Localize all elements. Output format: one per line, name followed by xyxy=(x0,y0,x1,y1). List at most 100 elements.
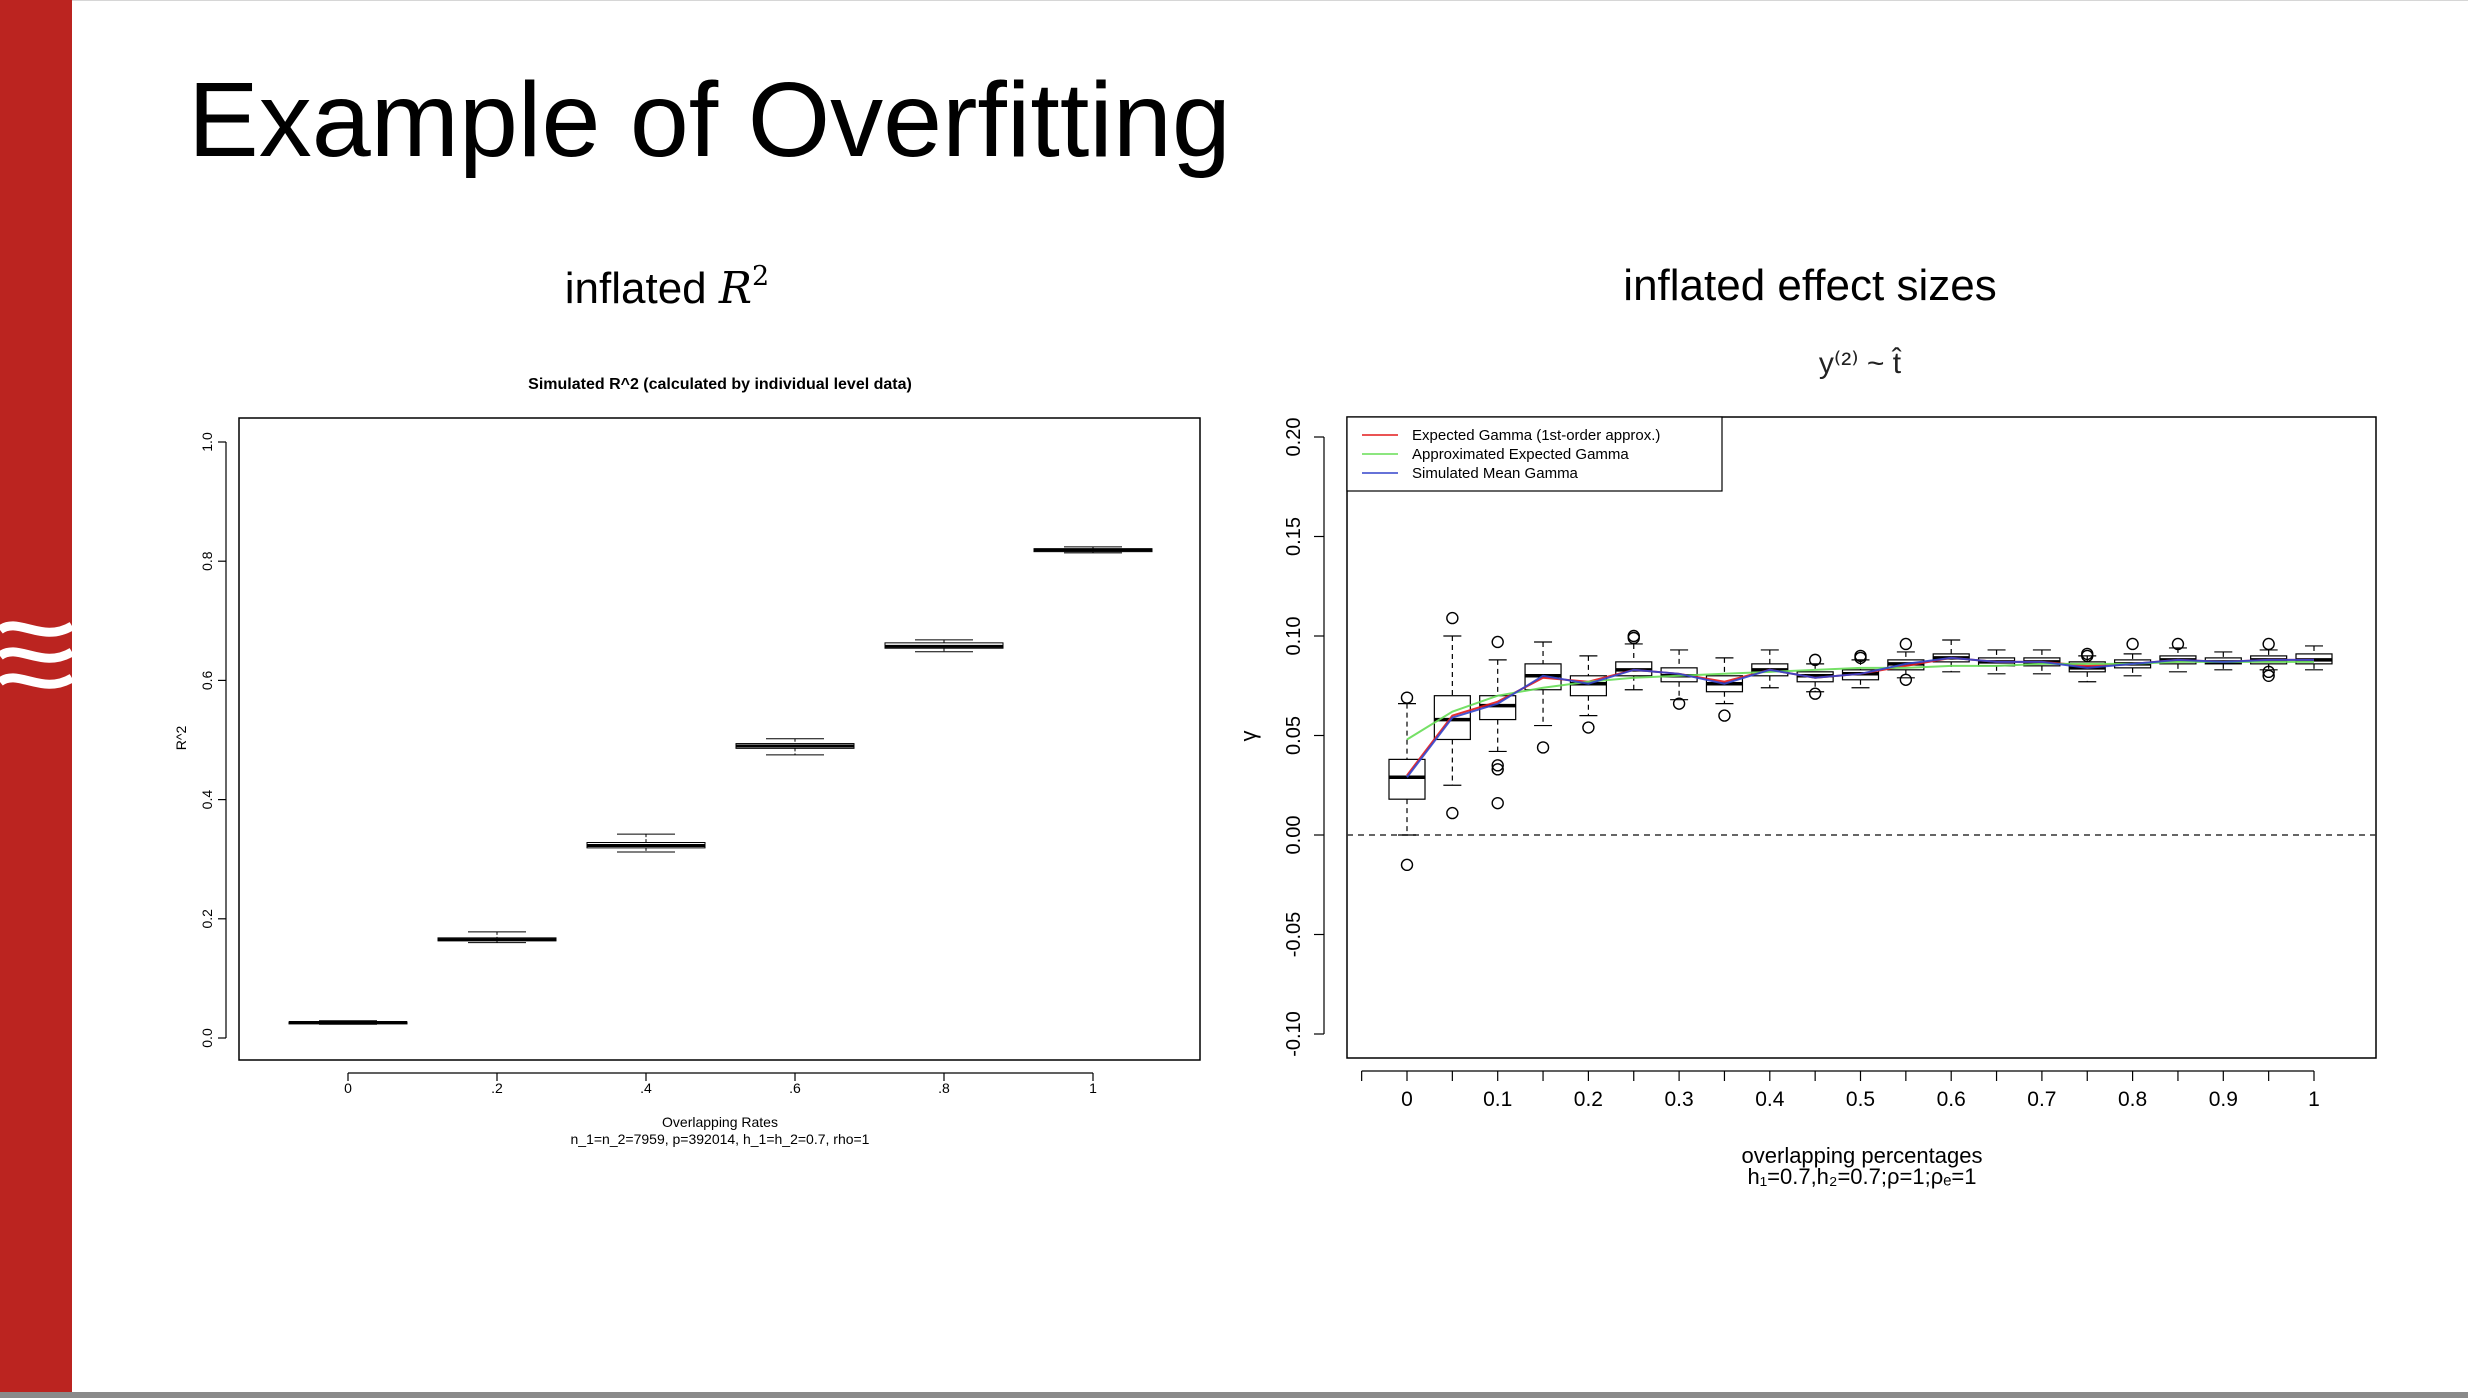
chart-title: y⁽²⁾ ~ t̂ xyxy=(1819,347,1902,380)
outlier-point xyxy=(2262,665,2275,679)
x-tick-label: 0.5 xyxy=(1846,1088,1875,1111)
y-tick-label: 0.0 xyxy=(199,1028,215,1048)
r2-boxplot-chart: Simulated R^2 (calculated by individual … xyxy=(173,376,1201,1147)
outlier-point xyxy=(1491,759,1504,772)
sidebar-accent-bar xyxy=(0,0,72,1398)
x-tick-label: .2 xyxy=(491,1080,503,1096)
outlier-point xyxy=(1400,858,1414,872)
outlier-point xyxy=(1854,651,1867,665)
x-tick-label: 0.7 xyxy=(2027,1088,2056,1111)
x-tick-label: 0.8 xyxy=(2118,1088,2147,1111)
outlier-point xyxy=(1446,806,1459,820)
series-line xyxy=(1406,656,2314,778)
legend-label: Expected Gamma (1st-order approx.) xyxy=(1412,427,1660,444)
boxplot-box xyxy=(1479,635,1517,810)
boxplot-box xyxy=(1569,655,1608,734)
boxplot-box xyxy=(735,738,855,756)
legend-label: Simulated Mean Gamma xyxy=(1412,465,1579,482)
outlier-point xyxy=(2262,637,2275,651)
left-heading: inflated R2 xyxy=(565,262,769,313)
y-tick-label: 0.15 xyxy=(1283,517,1305,556)
y-tick-label: 0.20 xyxy=(1283,418,1305,457)
box-iqr xyxy=(1388,758,1426,800)
x-tick-label: .6 xyxy=(789,1080,801,1096)
y-axis-label: R^2 xyxy=(173,726,189,751)
y-tick-label: 0.05 xyxy=(1283,716,1305,755)
x-axis-sublabel: n_1=n_2=7959, p=392014, h_1=h_2=0.7, rho… xyxy=(571,1131,870,1147)
x-axis-sublabel: h₁=0.7,h₂=0.7;ρ=1;ρₑ=1 xyxy=(1747,1164,1976,1189)
y-tick-label: 0.4 xyxy=(199,790,215,810)
boxplot-box xyxy=(2114,637,2152,677)
outlier-point xyxy=(1400,691,1414,704)
legend-label: Approximated Expected Gamma xyxy=(1412,446,1629,463)
bottom-border xyxy=(0,1392,2468,1398)
x-tick-label: 0.3 xyxy=(1664,1088,1693,1111)
y-tick-label: 0.6 xyxy=(199,670,215,690)
y-tick-label: 0.10 xyxy=(1283,617,1305,656)
y-tick-label: -0.05 xyxy=(1283,912,1305,958)
series-line xyxy=(1406,660,2314,741)
plot-frame xyxy=(238,417,1201,1061)
top-border xyxy=(0,0,2468,1)
y-tick-label: 0.00 xyxy=(1283,816,1305,855)
x-tick-label: 0.1 xyxy=(1483,1088,1512,1111)
outlier-point xyxy=(2262,669,2275,682)
boxplot-box xyxy=(1615,629,1653,691)
gamma-boxplot-chart: y⁽²⁾ ~ t̂ overlapping percentages h₁=0.7… xyxy=(1236,347,2377,1189)
outlier-point xyxy=(1808,653,1822,667)
left-heading-text: inflated xyxy=(564,264,707,313)
legend: Expected Gamma (1st-order approx.) Approx… xyxy=(1346,416,1723,492)
y-tick-label: 0.8 xyxy=(199,551,215,571)
boxplot-box xyxy=(2159,637,2197,673)
outlier-point xyxy=(2126,637,2139,651)
outlier-point xyxy=(1446,611,1459,625)
outlier-point xyxy=(1899,637,1913,651)
slide-title: Example of Overfitting xyxy=(188,61,1231,179)
plot-frame xyxy=(1346,416,2377,1059)
wave-logo-icon xyxy=(0,621,72,689)
x-tick-label: 0.2 xyxy=(1574,1088,1603,1111)
outlier-point xyxy=(1536,741,1550,754)
boxplot-box xyxy=(2295,645,2333,671)
right-heading: inflated effect sizes xyxy=(1623,261,1997,310)
outlier-point xyxy=(1718,709,1731,722)
outlier-point xyxy=(1491,796,1504,810)
x-tick-label: 1 xyxy=(2308,1088,2320,1111)
x-tick-label: 0 xyxy=(1401,1088,1413,1111)
box-iqr xyxy=(1433,695,1471,741)
outlier-point xyxy=(1491,763,1504,776)
outlier-point xyxy=(1672,697,1686,710)
x-tick-label: 0.6 xyxy=(1937,1088,1966,1111)
x-tick-label: 0.4 xyxy=(1755,1088,1785,1111)
boxplot-box xyxy=(1660,649,1698,710)
x-tick-label: .8 xyxy=(938,1080,950,1096)
outlier-point xyxy=(2081,649,2094,663)
left-heading-sup: 2 xyxy=(752,261,770,292)
outlier-point xyxy=(1627,629,1640,643)
outlier-point xyxy=(1582,721,1595,734)
x-tick-label: 0.9 xyxy=(2209,1088,2238,1111)
boxplot-box xyxy=(1388,691,1426,872)
x-tick-label: .4 xyxy=(640,1080,652,1096)
boxplot-box xyxy=(288,1020,408,1025)
boxplot-box xyxy=(437,931,557,944)
y-axis-label: γ xyxy=(1236,731,1261,742)
x-axis-label: overlapping percentages xyxy=(1742,1143,1983,1168)
y-tick-label: 1.0 xyxy=(199,432,215,452)
boxplot-box xyxy=(1705,657,1744,722)
x-tick-label: 0 xyxy=(344,1080,352,1096)
x-axis-label: Overlapping Rates xyxy=(662,1114,778,1130)
boxplot-box xyxy=(1433,611,1471,820)
outlier-point xyxy=(1808,687,1822,700)
boxplot-box xyxy=(586,833,706,853)
y-tick-label: -0.10 xyxy=(1283,1011,1305,1057)
legend-frame xyxy=(1346,416,1723,492)
left-heading-math: R xyxy=(718,263,753,314)
boxplot-box xyxy=(1033,546,1153,554)
outlier-point xyxy=(2171,637,2185,651)
boxplot-box xyxy=(884,639,1004,653)
outlier-point xyxy=(1491,635,1504,649)
outlier-point xyxy=(1899,673,1913,686)
boxplot-box xyxy=(1524,641,1562,754)
chart-title: Simulated R^2 (calculated by individual … xyxy=(528,376,912,393)
